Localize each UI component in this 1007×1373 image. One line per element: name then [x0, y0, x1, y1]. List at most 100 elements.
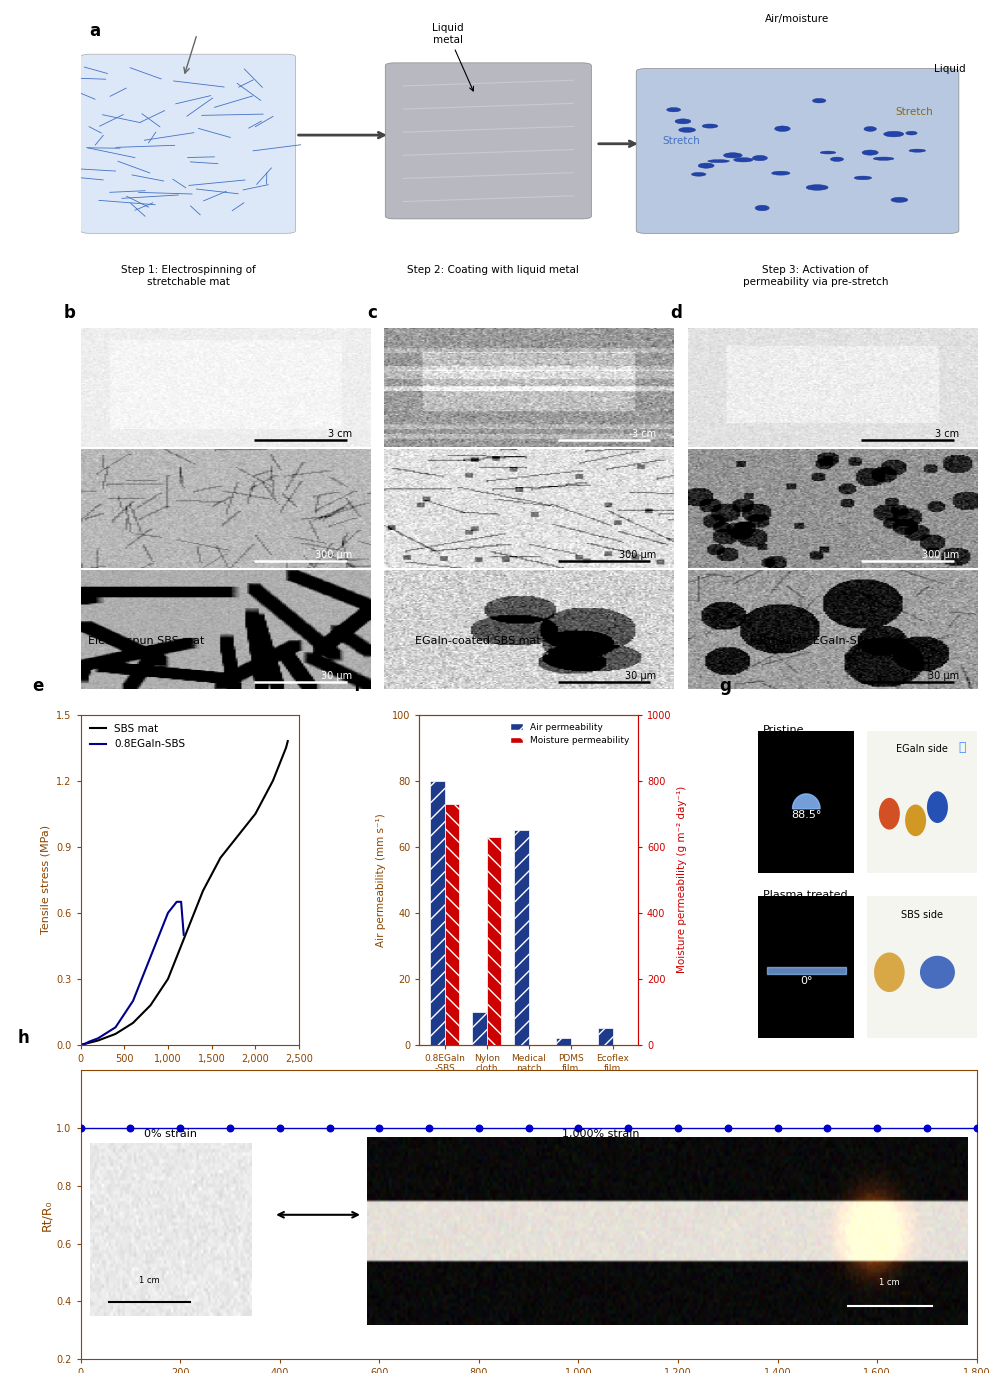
Point [720, 1118, 736, 1140]
Point [570, 1118, 586, 1140]
Ellipse shape [755, 205, 769, 211]
Bar [598, 1028, 612, 1045]
Ellipse shape [692, 173, 706, 176]
Ellipse shape [862, 150, 878, 155]
Text: d: d [671, 305, 682, 323]
Text: SBS side: SBS side [901, 909, 944, 920]
Point [73, 1118, 89, 1140]
Text: 0°: 0° [800, 976, 813, 986]
Point [471, 1118, 487, 1140]
Text: 💧: 💧 [959, 741, 966, 754]
Point [769, 1118, 785, 1140]
Ellipse shape [702, 124, 718, 128]
Ellipse shape [905, 132, 917, 135]
Text: 300 μm: 300 μm [922, 549, 960, 560]
Text: Stretch: Stretch [895, 107, 932, 117]
Text: c: c [367, 305, 377, 323]
Text: b: b [63, 305, 76, 323]
Ellipse shape [752, 155, 767, 161]
Ellipse shape [820, 151, 836, 154]
Circle shape [905, 805, 926, 836]
FancyBboxPatch shape [81, 54, 296, 233]
Text: Plasma treated: Plasma treated [762, 890, 847, 899]
Text: Pristine: Pristine [762, 725, 804, 735]
Text: EGaIn side: EGaIn side [896, 744, 948, 754]
Point [820, 1118, 836, 1140]
FancyBboxPatch shape [867, 897, 977, 1038]
Text: Step 3: Activation of
permeability via pre-stretch: Step 3: Activation of permeability via p… [743, 265, 888, 287]
Ellipse shape [884, 132, 903, 137]
Point [620, 1118, 636, 1140]
Ellipse shape [679, 128, 696, 132]
Point [869, 1118, 885, 1140]
Ellipse shape [774, 126, 790, 132]
Y-axis label: Rt/R₀: Rt/R₀ [40, 1199, 53, 1230]
Ellipse shape [813, 99, 826, 103]
Text: 300 μm: 300 μm [618, 549, 656, 560]
FancyBboxPatch shape [758, 732, 854, 873]
Circle shape [879, 798, 900, 829]
Ellipse shape [724, 152, 742, 158]
Ellipse shape [864, 126, 876, 132]
Ellipse shape [708, 159, 729, 162]
Text: a: a [90, 22, 101, 40]
Point [919, 1118, 936, 1140]
Bar [556, 1038, 571, 1045]
Text: e: e [32, 677, 44, 695]
Legend: SBS mat, 0.8EGaIn-SBS: SBS mat, 0.8EGaIn-SBS [86, 719, 189, 754]
Text: EGaIn-coated SBS mat: EGaIn-coated SBS mat [416, 636, 541, 645]
Y-axis label: Tensile stress (MPa): Tensile stress (MPa) [40, 825, 50, 935]
Text: 3 cm: 3 cm [936, 428, 960, 438]
Bar [514, 831, 529, 1045]
Ellipse shape [873, 157, 894, 161]
Bar [472, 1012, 486, 1045]
Ellipse shape [675, 119, 691, 124]
Text: Liquid: Liquid [934, 63, 966, 74]
Text: Liquid
metal: Liquid metal [432, 23, 473, 91]
Point [172, 1118, 188, 1140]
Point [222, 1118, 238, 1140]
Text: Air/moisture: Air/moisture [765, 14, 830, 25]
Point [321, 1118, 337, 1140]
Text: Permeable EGaIn-SBS: Permeable EGaIn-SBS [750, 636, 871, 645]
Ellipse shape [891, 198, 908, 202]
Text: 300 μm: 300 μm [315, 549, 352, 560]
Text: 3 cm: 3 cm [328, 428, 352, 438]
Ellipse shape [874, 953, 904, 993]
Legend: Air permeability, Moisture permeability: Air permeability, Moisture permeability [507, 719, 633, 748]
FancyBboxPatch shape [758, 897, 854, 1038]
Ellipse shape [734, 158, 753, 162]
Polygon shape [767, 968, 846, 973]
Circle shape [927, 791, 948, 822]
Text: 0% strain: 0% strain [144, 1129, 196, 1138]
Point [272, 1118, 288, 1140]
Text: Electrospun SBS mat: Electrospun SBS mat [88, 636, 204, 645]
Text: h: h [18, 1030, 29, 1048]
Point [122, 1118, 138, 1140]
Text: 30 μm: 30 μm [321, 671, 352, 681]
Text: 30 μm: 30 μm [928, 671, 960, 681]
Ellipse shape [909, 150, 925, 152]
Ellipse shape [667, 107, 681, 111]
Point [670, 1118, 686, 1140]
Ellipse shape [771, 172, 790, 176]
Text: Stretch: Stretch [663, 136, 700, 146]
Point [421, 1118, 437, 1140]
Bar [445, 803, 459, 1045]
Point [969, 1118, 985, 1140]
Text: 30 μm: 30 μm [624, 671, 656, 681]
Y-axis label: Moisture permeability (g m⁻² day⁻¹): Moisture permeability (g m⁻² day⁻¹) [677, 787, 687, 973]
Point [372, 1118, 388, 1140]
Ellipse shape [831, 157, 844, 162]
Bar [430, 781, 445, 1045]
Text: 88.5°: 88.5° [792, 810, 822, 821]
FancyBboxPatch shape [636, 69, 959, 233]
Text: Step 1: Electrospinning of
stretchable mat: Step 1: Electrospinning of stretchable m… [121, 265, 256, 287]
FancyBboxPatch shape [867, 732, 977, 873]
Ellipse shape [920, 956, 955, 989]
Point [521, 1118, 537, 1140]
X-axis label: Tensile strain (%): Tensile strain (%) [142, 1070, 238, 1079]
Polygon shape [793, 794, 820, 809]
Ellipse shape [698, 163, 714, 169]
Text: g: g [719, 677, 731, 695]
